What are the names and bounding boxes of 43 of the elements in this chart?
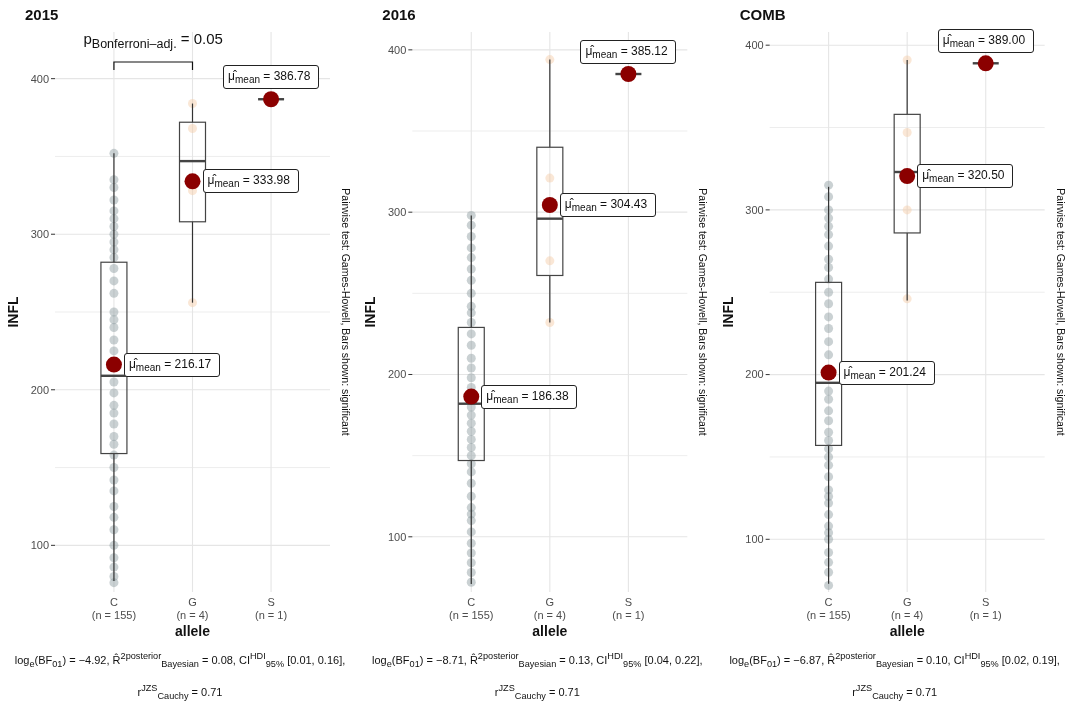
x-tick-label: S (n = 1)	[612, 596, 645, 621]
x-axis-title: allele	[174, 623, 211, 639]
chart-title: 2015	[25, 6, 59, 23]
y-tick-label: 400	[745, 39, 764, 52]
y-tick-label: 300	[30, 228, 49, 241]
text: Pairwise test: Games-Howell, Bars shown: significant	[1054, 188, 1067, 436]
y-axis-title: INFL	[719, 296, 736, 328]
annotation: μ̂$_{mean}$ = 186.38	[481, 384, 578, 409]
text: Pairwise test: Games-Howell, Bars shown: significant	[340, 188, 352, 436]
annotation: p$_{Bonferroni–adj.}$ = 0.05	[82, 30, 224, 51]
y-tick-label: 400	[387, 43, 407, 56]
chart-title: COMB	[739, 6, 786, 23]
annotation: μ̂$_{mean}$ = 216.17	[123, 352, 220, 377]
y-tick-label: 100	[387, 530, 407, 543]
chart-title: 2016	[382, 6, 416, 23]
y-tick-label: 200	[745, 368, 764, 381]
x-tick-label: C (n = 155)	[806, 596, 851, 621]
annotation: μ̂$_{mean}$ = 320.50	[917, 164, 1014, 189]
x-axis-title: allele	[532, 623, 568, 639]
y-axis-title: INFL	[362, 296, 379, 328]
annotation: μ̂$_{mean}$ = 385.12	[580, 40, 677, 64]
y-tick-label: 400	[30, 72, 49, 85]
x-tick-label: G (n = 4)	[891, 596, 924, 621]
x-tick-label: S (n = 1)	[969, 596, 1002, 621]
y-tick-label: 100	[30, 539, 49, 552]
x-tick-label: G (n = 4)	[533, 596, 566, 621]
annotation: μ̂$_{mean}$ = 201.24	[838, 360, 935, 385]
annotation: μ̂$_{mean}$ = 389.00	[937, 29, 1034, 54]
x-tick-label: S (n = 1)	[255, 596, 288, 621]
x-tick-label: G (n = 4)	[176, 596, 209, 621]
y-tick-label: 200	[387, 368, 407, 381]
y-tick-label: 300	[745, 203, 764, 216]
annotation: μ̂$_{mean}$ = 304.43	[559, 192, 656, 217]
x-axis-title: allele	[889, 623, 925, 639]
annotation: μ̂$_{mean}$ = 333.98	[202, 169, 299, 194]
x-tick-label: C (n = 155)	[91, 596, 137, 621]
text: Pairwise test: Games-Howell, Bars shown: significant	[697, 188, 710, 436]
y-axis-title: INFL	[5, 296, 21, 328]
x-tick-label: C (n = 155)	[449, 596, 494, 621]
y-tick-label: 200	[30, 383, 49, 396]
annotation: μ̂$_{mean}$ = 386.78	[223, 65, 320, 90]
y-tick-label: 300	[387, 206, 407, 219]
y-tick-label: 100	[745, 533, 764, 546]
